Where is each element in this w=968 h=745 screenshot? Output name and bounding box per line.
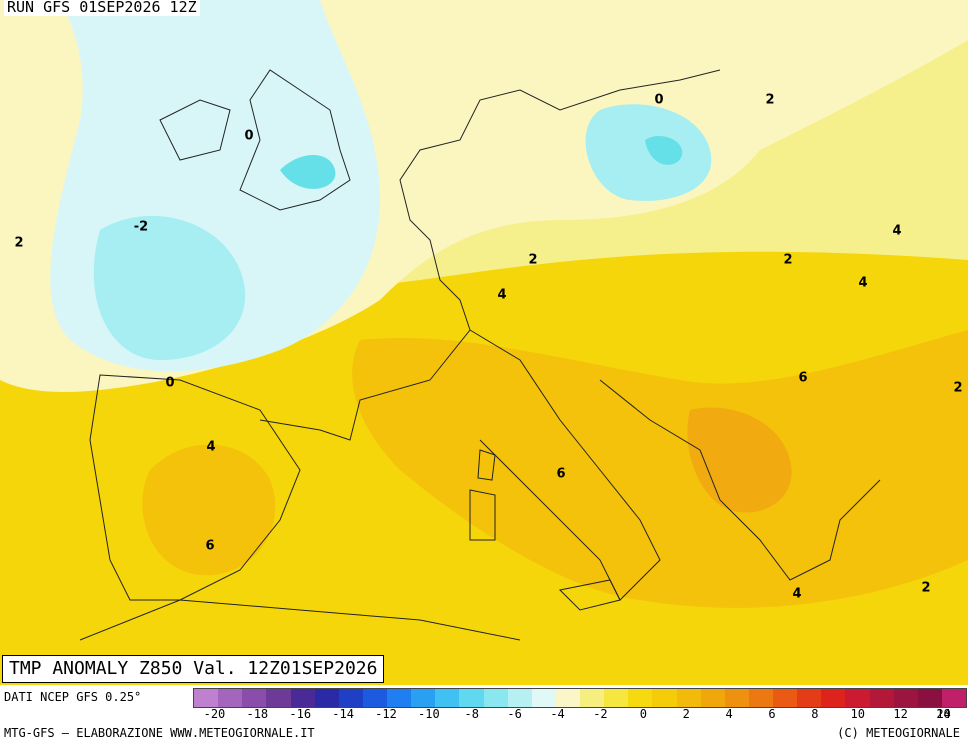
- scale-tick-label: -2: [593, 707, 608, 721]
- contour-label: 4: [497, 287, 507, 303]
- run-label: RUN GFS 01SEP2026 12Z: [4, 0, 200, 16]
- credit-right: (C) METEOGIORNALE: [837, 726, 960, 740]
- scale-swatch: [845, 689, 870, 707]
- scale-swatch: [821, 689, 846, 707]
- scale-swatch: [338, 689, 363, 707]
- scale-swatch: [483, 689, 508, 707]
- warm-zone-balkans: [687, 407, 792, 513]
- cold-zone-england: [280, 155, 336, 189]
- data-source: DATI NCEP GFS 0.25°: [4, 690, 142, 704]
- coastline-sicily: [558, 579, 621, 611]
- scale-swatch: [917, 689, 942, 707]
- contour-label: 6: [205, 538, 215, 554]
- scale-tick-label: -10: [418, 707, 440, 721]
- scale-tick-label: 2: [682, 707, 690, 721]
- contour-label: 4: [792, 586, 802, 602]
- scale-tick-label: -12: [375, 707, 397, 721]
- scale-tick-label: 12: [893, 707, 908, 721]
- scale-swatch: [748, 689, 773, 707]
- contour-label: 0: [165, 375, 175, 391]
- contour-label: 4: [858, 275, 868, 291]
- scale-tick-label: 6: [768, 707, 776, 721]
- scale-swatch: [218, 689, 243, 707]
- coastline-iberia: [89, 374, 301, 601]
- scale-tick-label: 14: [936, 707, 951, 721]
- scale-tick-label: -18: [246, 707, 269, 721]
- credit-left: MTG-GFS – ELABORAZIONE WWW.METEOGIORNALE…: [4, 726, 315, 740]
- contour-label: 2: [921, 580, 931, 596]
- anomaly-map: [0, 0, 968, 685]
- scale-tick-label: 4: [725, 707, 733, 721]
- scale-swatch: [435, 689, 460, 707]
- scale-swatch: [194, 689, 219, 707]
- scale-tick-label: -6: [507, 707, 522, 721]
- scale-tick-label: 0: [639, 707, 647, 721]
- coastline-italy: [469, 329, 661, 601]
- scale-tick-label: -8: [464, 707, 479, 721]
- contour-label: 4: [206, 439, 216, 455]
- scale-swatch: [773, 689, 798, 707]
- scale-swatch: [893, 689, 918, 707]
- scale-tick-label: 20: [936, 707, 951, 721]
- scale-swatch: [242, 689, 267, 707]
- scale-tick-label: -16: [289, 707, 312, 721]
- coastline-western-europe: [259, 69, 721, 441]
- scale-swatch: [531, 689, 556, 707]
- scale-swatch: [604, 689, 629, 707]
- contour-label: 2: [14, 235, 24, 251]
- contour-label: 2: [783, 252, 793, 268]
- scale-tick-label: -20: [203, 707, 226, 721]
- color-scale-bar: [193, 688, 967, 708]
- scale-swatch: [362, 689, 387, 707]
- scale-swatch: [869, 689, 894, 707]
- scale-swatch: [700, 689, 725, 707]
- contour-label: 0: [654, 92, 664, 108]
- scale-tick-label: 8: [811, 707, 819, 721]
- coastline-africa: [79, 599, 521, 641]
- scale-swatch: [555, 689, 580, 707]
- coastline-balkans: [599, 379, 881, 581]
- scale-swatch: [797, 689, 822, 707]
- coastline-corsica: [477, 449, 496, 481]
- scale-swatch: [652, 689, 677, 707]
- contour-label: 2: [765, 92, 775, 108]
- scale-swatch: [676, 689, 701, 707]
- coastline-sardinia: [469, 489, 496, 541]
- coastline-britain: [239, 69, 351, 211]
- contour-label: -2: [133, 219, 149, 235]
- scale-swatch: [941, 689, 966, 707]
- scale-swatch: [459, 689, 484, 707]
- scale-swatch: [266, 689, 291, 707]
- scale-tick-label: -14: [332, 707, 354, 721]
- scale-tick-label: 10: [850, 707, 865, 721]
- legend-footer: DATI NCEP GFS 0.25° -20 -18 -16 -14 -12 -10 -8…: [0, 685, 968, 745]
- scale-swatch: [724, 689, 749, 707]
- scale-swatch: [387, 689, 412, 707]
- scale-tick-label: -4: [550, 707, 565, 721]
- contour-label: 4: [892, 223, 902, 239]
- warm-zone-central: [352, 330, 968, 608]
- contour-label: 2: [528, 252, 538, 268]
- scale-swatch: [580, 689, 605, 707]
- contour-label: 6: [798, 370, 808, 386]
- contour-label: 6: [556, 466, 566, 482]
- scale-swatch: [314, 689, 339, 707]
- scale-swatch: [290, 689, 315, 707]
- coastline-ireland: [159, 99, 231, 161]
- map-title: TMP ANOMALY Z850 Val. 12Z01SEP2026: [2, 655, 385, 683]
- cold-zone-poland-core: [645, 135, 683, 165]
- color-scale-ticks: -20-18-16-14-12-10-8-6-4-202468101214162…: [193, 707, 965, 723]
- warm-zone-iberia: [142, 444, 276, 576]
- cold-zone-poland: [585, 104, 712, 201]
- cold-zone-biscay: [93, 215, 246, 360]
- contour-label: 0: [244, 128, 254, 144]
- scale-swatch: [628, 689, 653, 707]
- scale-swatch: [411, 689, 436, 707]
- scale-swatch: [507, 689, 532, 707]
- contour-label: 2: [953, 380, 963, 396]
